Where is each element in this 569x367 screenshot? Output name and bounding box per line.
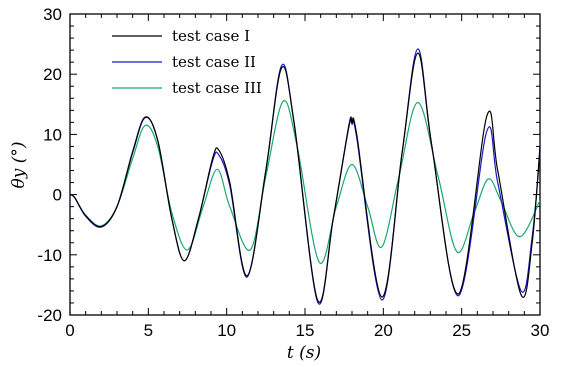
x-tick-label: 5 — [144, 321, 153, 340]
series-line-1 — [69, 52, 541, 303]
x-tick-label: 10 — [217, 321, 236, 340]
x-tick-label: 25 — [452, 321, 471, 340]
legend-label-2: test case II — [172, 53, 256, 71]
x-axis-label: t (s) — [287, 343, 321, 363]
legend-label-1: test case I — [172, 27, 250, 45]
x-tick-label: 15 — [296, 321, 315, 340]
plot-frame — [69, 13, 541, 316]
x-tick-label: 30 — [531, 321, 550, 340]
plot-area — [69, 48, 541, 305]
legend: test case I test case II test case III — [112, 27, 262, 97]
axis-ticks — [69, 13, 541, 316]
y-tick-label: 0 — [53, 186, 62, 205]
y-tick-label: 20 — [43, 65, 62, 84]
y-tick-label: -10 — [37, 246, 62, 265]
y-tick-label: 30 — [43, 5, 62, 24]
series-line-3 — [69, 100, 541, 264]
x-tick-label: 20 — [374, 321, 393, 340]
series-line-2 — [69, 48, 541, 305]
y-tick-label: 10 — [43, 125, 62, 144]
legend-label-3: test case III — [172, 79, 262, 97]
x-tick-label: 0 — [65, 321, 74, 340]
axis-tick-labels: 0 5 10 15 20 25 30 -20 -10 0 10 20 30 — [37, 5, 549, 340]
y-tick-label: -20 — [37, 306, 62, 325]
y-axis-label: θy (°) — [9, 141, 29, 188]
